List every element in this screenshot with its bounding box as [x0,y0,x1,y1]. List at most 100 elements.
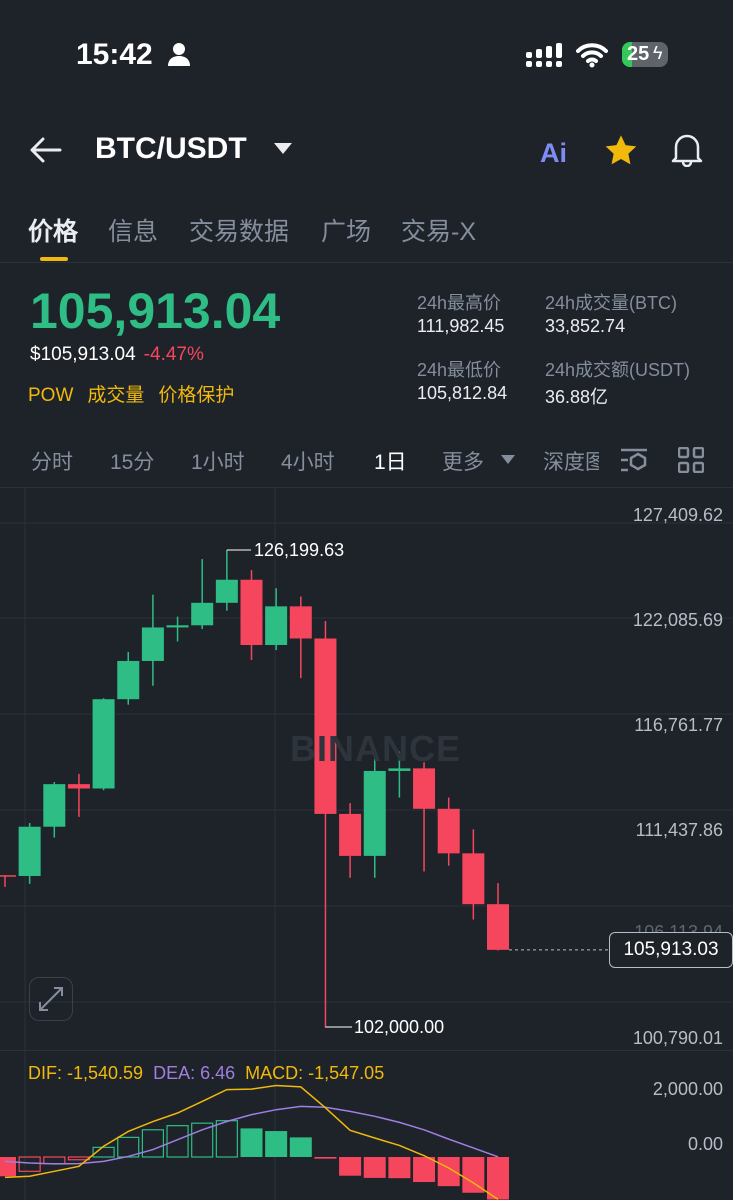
tab-trade-x[interactable]: 交易-X [401,218,477,246]
active-tab-indicator [40,257,68,261]
macd-hist-bar [363,1157,386,1178]
macd-hist-bar [462,1157,485,1193]
macd-hist-bar [339,1157,362,1176]
macd-hist-bar [191,1122,214,1158]
macd-label: MACD: -1,547.05 [245,1063,385,1083]
candle-up [43,784,66,827]
tab-square[interactable]: 广场 [321,218,372,246]
price-change: -4.47% [143,344,204,365]
macd-hist-bar [487,1157,509,1200]
stat-value-vol-btc: 33,852.74 [545,316,626,336]
dif-line [4,1084,499,1200]
y-tick: 127,409.62 [632,505,723,525]
macd-hist-bar [413,1157,436,1183]
stat-value-high: 111,982.45 [417,316,505,336]
low-annotation: 102,000.00 [354,1017,445,1037]
candle-up [265,606,288,645]
high-annotation: 126,199.63 [254,540,345,560]
candle-up [92,699,115,789]
candle-down [339,813,362,856]
expand-icon [39,987,63,1011]
fullscreen-button[interactable] [29,977,73,1021]
stat-value-vol-usdt: 36.88亿 [545,387,609,407]
macd-hist-bar [92,1146,115,1158]
candle-down [314,638,337,814]
wifi-icon [576,43,608,68]
macd-hist-bar [289,1137,312,1157]
macd-hist-bar [141,1129,164,1158]
tag-price-protection[interactable]: 价格保护 [158,385,235,406]
status-time: 15:42 [76,38,153,71]
dea-line [4,1105,499,1165]
y-tick: 116,761.77 [634,715,723,735]
candle-up [363,770,386,856]
macd-hist-bar [18,1156,41,1172]
stat-label-high: 24h最高价 [417,293,502,313]
tag-pow[interactable]: POW [28,385,74,406]
binance-watermark: BINANCE [290,728,462,769]
price-sub: $105,913.04 -4.47% [30,344,204,366]
candle-down [413,768,436,809]
divider [0,487,733,488]
interval-depth[interactable]: 深度图 [543,451,599,474]
candle-up [388,768,411,771]
macd-hist-bar [43,1156,66,1165]
macd-hist-bar [437,1157,460,1187]
macd-legend: DIF: -1,540.59 DEA: 6.46 MACD: -1,547.05 [28,1063,384,1084]
candle-up [18,826,41,876]
divider [0,1050,733,1051]
candle-up [215,579,238,603]
battery-indicator: 25 ϟ [622,42,668,67]
candle-down [240,579,263,645]
back-arrow-icon[interactable] [30,137,62,163]
stat-label-vol-usdt: 24h成交额(USDT) [545,360,691,380]
tab-trading-data[interactable]: 交易数据 [189,218,290,246]
bell-icon[interactable] [670,131,704,167]
interval-more[interactable]: 更多 [442,451,484,474]
candle-down [437,808,460,854]
candle-down [0,875,16,877]
caret-down-icon[interactable] [274,143,292,155]
interval-1d[interactable]: 1日 [374,451,407,474]
stat-value-low: 105,812.84 [417,383,508,403]
macd-hist-bar [388,1157,411,1179]
stat-label-vol-btc: 24h成交量(BTC) [545,293,678,313]
indicator-settings-icon[interactable] [620,447,648,473]
candle-down [487,904,509,950]
interval-4h[interactable]: 4小时 [281,451,335,474]
dif-label: DIF: -1,540.59 [28,1063,144,1083]
candle-down [462,853,485,905]
grid-layout-icon[interactable] [678,447,704,473]
current-price-label: 105,913.03 [609,932,733,968]
y-tick: 100,790.01 [632,1028,723,1048]
star-icon[interactable] [604,134,638,166]
divider [0,262,733,263]
battery-level: 25 [627,43,650,65]
last-price: 105,913.04 [30,283,281,339]
candle-up [166,625,189,628]
dea-label: DEA: 6.46 [153,1063,236,1083]
tab-info[interactable]: 信息 [108,218,159,246]
usd-price: $105,913.04 [30,344,136,365]
interval-time[interactable]: 分时 [31,451,73,474]
charging-icon: ϟ [653,43,663,63]
stat-label-low: 24h最低价 [417,360,502,380]
interval-15m[interactable]: 15分 [110,451,155,474]
tab-price[interactable]: 价格 [28,218,79,246]
macd-y-tick: 2,000.00 [652,1079,723,1099]
tag-links: POW 成交量 价格保护 [28,380,248,407]
macd-hist-bar [215,1120,238,1158]
pair-title[interactable]: BTC/USDT [95,132,247,165]
interval-1h[interactable]: 1小时 [191,451,245,474]
tag-volume[interactable]: 成交量 [87,385,145,406]
macd-hist-bar [67,1156,91,1161]
candle-up [191,602,214,626]
macd-hist-bar [0,1157,16,1177]
more-caret-icon[interactable] [501,455,515,464]
candle-up [141,627,164,661]
macd-hist-bar [240,1128,263,1157]
y-tick: 122,085.69 [632,610,723,630]
y-tick: 111,437.86 [635,820,723,840]
ai-button[interactable]: Ai [540,138,567,168]
